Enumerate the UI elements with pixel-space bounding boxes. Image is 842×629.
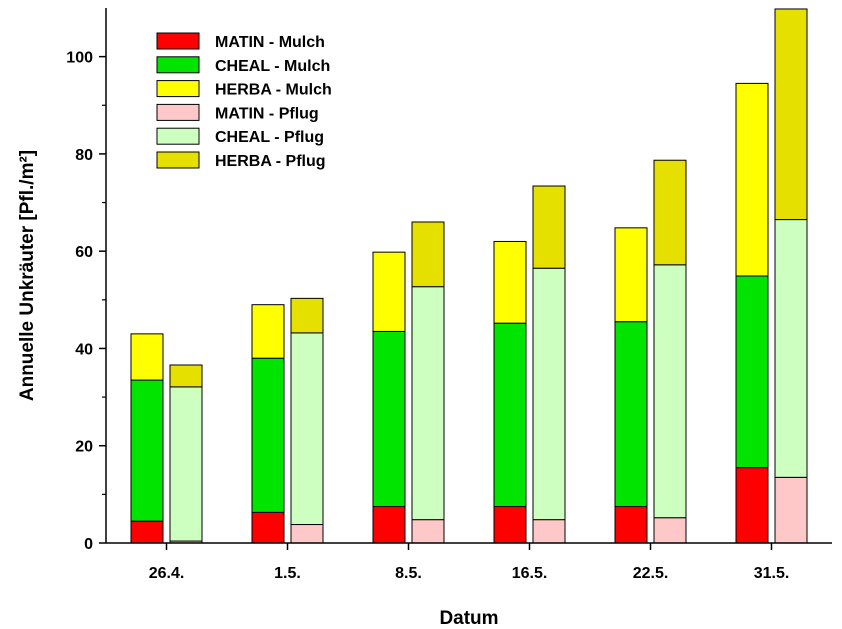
bar-segment-pflug-2-2: [290, 332, 324, 526]
bar-segment-pflug-1-5: [653, 517, 687, 544]
bar-segment-mulch-3-5: [614, 227, 648, 323]
y-tick-label: 20: [75, 439, 93, 456]
bar-segment-mulch-2-6: [735, 275, 769, 469]
legend-label: HERBA - Mulch: [215, 82, 332, 99]
x-tick-label: 8.5.: [395, 565, 422, 582]
y-tick-label: 40: [75, 341, 93, 358]
bar-segment-pflug-3-1: [169, 364, 203, 388]
bar-segment-mulch-1-2: [251, 511, 285, 544]
bar-segment-pflug-3-2: [290, 297, 324, 334]
bar-segment-pflug-3-4: [532, 185, 566, 269]
bar-segment-mulch-1-1: [130, 520, 164, 544]
legend-swatch: [156, 56, 200, 74]
bar-segment-mulch-3-4: [493, 240, 527, 324]
bar-segment-mulch-3-3: [372, 251, 406, 332]
bar-segment-mulch-3-6: [735, 82, 769, 277]
x-tick-label: 22.5.: [633, 565, 669, 582]
legend-label: CHEAL - Pflug: [215, 129, 324, 146]
legend-swatch: [156, 32, 200, 50]
bar-segment-pflug-2-1: [169, 386, 203, 542]
bar-segment-pflug-2-5: [653, 264, 687, 519]
legend-label: CHEAL - Mulch: [215, 58, 330, 75]
legend-label: MATIN - Pflug: [215, 105, 319, 122]
axes: 0 20 40 60 80 100 26.4. 1.5. 8.5. 16.5. 22.5. 31.5.: [66, 8, 832, 582]
bar-segment-mulch-2-4: [493, 322, 527, 508]
bar-segment-pflug-2-3: [411, 286, 445, 521]
bar-segment-mulch-3-2: [251, 304, 285, 359]
bar-segment-pflug-1-3: [411, 519, 445, 544]
bar-segment-pflug-3-6: [774, 8, 808, 221]
bar-segment-mulch-2-5: [614, 321, 648, 508]
bar-segment-mulch-2-3: [372, 330, 406, 508]
legend-swatch: [156, 127, 200, 145]
legend: MATIN - Mulch CHEAL - Mulch HERBA - Mulch M…: [156, 32, 332, 170]
y-tick-label: 60: [75, 244, 93, 261]
bar-segment-pflug-1-6: [774, 476, 808, 544]
y-tick-label: 100: [66, 50, 93, 67]
legend-label: MATIN - Mulch: [215, 34, 325, 51]
bar-segment-mulch-1-5: [614, 506, 648, 544]
x-tick-label: 16.5.: [512, 565, 548, 582]
legend-swatch: [156, 80, 200, 98]
bar-segment-mulch-2-2: [251, 357, 285, 513]
legend-label: HERBA - Pflug: [215, 153, 326, 170]
bar-segment-mulch-2-1: [130, 379, 164, 522]
bar-segment-pflug-1-4: [532, 519, 566, 544]
y-tick-label: 0: [84, 536, 93, 553]
legend-swatch: [156, 103, 200, 121]
x-axis-title: Datum: [439, 608, 498, 629]
x-tick-label: 1.5.: [274, 565, 301, 582]
bar-segment-pflug-1-2: [290, 524, 324, 544]
bar-segment-mulch-1-6: [735, 467, 769, 544]
bar-segment-mulch-1-3: [372, 506, 406, 544]
x-tick-label: 26.4.: [149, 565, 185, 582]
legend-swatch: [156, 151, 200, 169]
y-tick-label: 80: [75, 147, 93, 164]
bar-segment-pflug-2-4: [532, 267, 566, 521]
bar-segment-mulch-1-4: [493, 506, 527, 544]
bar-segment-mulch-3-1: [130, 333, 164, 381]
y-axis-title: Annuelle Unkräuter [Pfl./m²]: [17, 150, 38, 401]
x-tick-label: 31.5.: [754, 565, 790, 582]
bar-segment-pflug-3-5: [653, 159, 687, 266]
bar-segment-pflug-2-6: [774, 219, 808, 478]
bar-segment-pflug-3-3: [411, 221, 445, 288]
